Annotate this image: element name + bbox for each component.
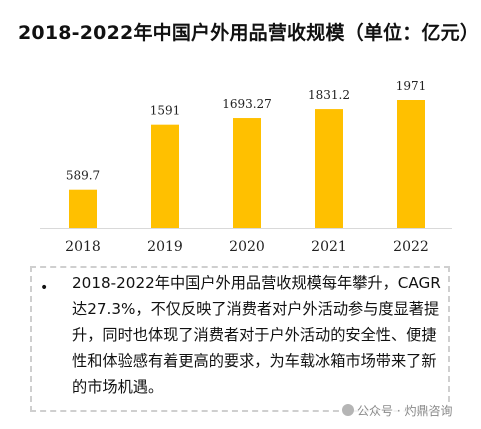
bar-2018: [69, 189, 97, 228]
x-tick-label-2018: 2018: [65, 239, 101, 255]
note-box: [30, 266, 450, 412]
wechat-icon: [342, 404, 354, 416]
bar-2020: [233, 118, 261, 228]
data-label-2019: 1591: [150, 104, 181, 118]
data-label-2020: 1693.27: [222, 97, 272, 111]
data-label-2022: 1971: [396, 79, 427, 93]
watermark: 公众号 · 灼鼎咨询: [340, 402, 455, 419]
watermark-text: 公众号 · 灼鼎咨询: [357, 404, 453, 418]
x-tick-label-2020: 2020: [229, 239, 265, 255]
bar-2022: [397, 100, 425, 228]
bar-2021: [315, 109, 343, 228]
bar-chart: 589.7 2018 1591 2019 1693.27 2020 1831.2 2021 19…: [40, 79, 452, 255]
note-text: 2018-2022年中国户外用品营收规模每年攀升，CAGR达27.3%，不仅反映…: [72, 274, 441, 396]
data-label-2021: 1831.2: [308, 88, 350, 102]
bar-2019: [151, 124, 179, 228]
x-tick-label-2022: 2022: [393, 239, 429, 255]
data-label-2018: 589.7: [66, 169, 100, 183]
chart-title: 2018-2022年中国户外用品营收规模（单位：亿元）: [18, 22, 480, 44]
note-bullet: •: [40, 280, 49, 296]
x-tick-label-2019: 2019: [147, 239, 183, 255]
x-tick-label-2021: 2021: [311, 239, 347, 255]
